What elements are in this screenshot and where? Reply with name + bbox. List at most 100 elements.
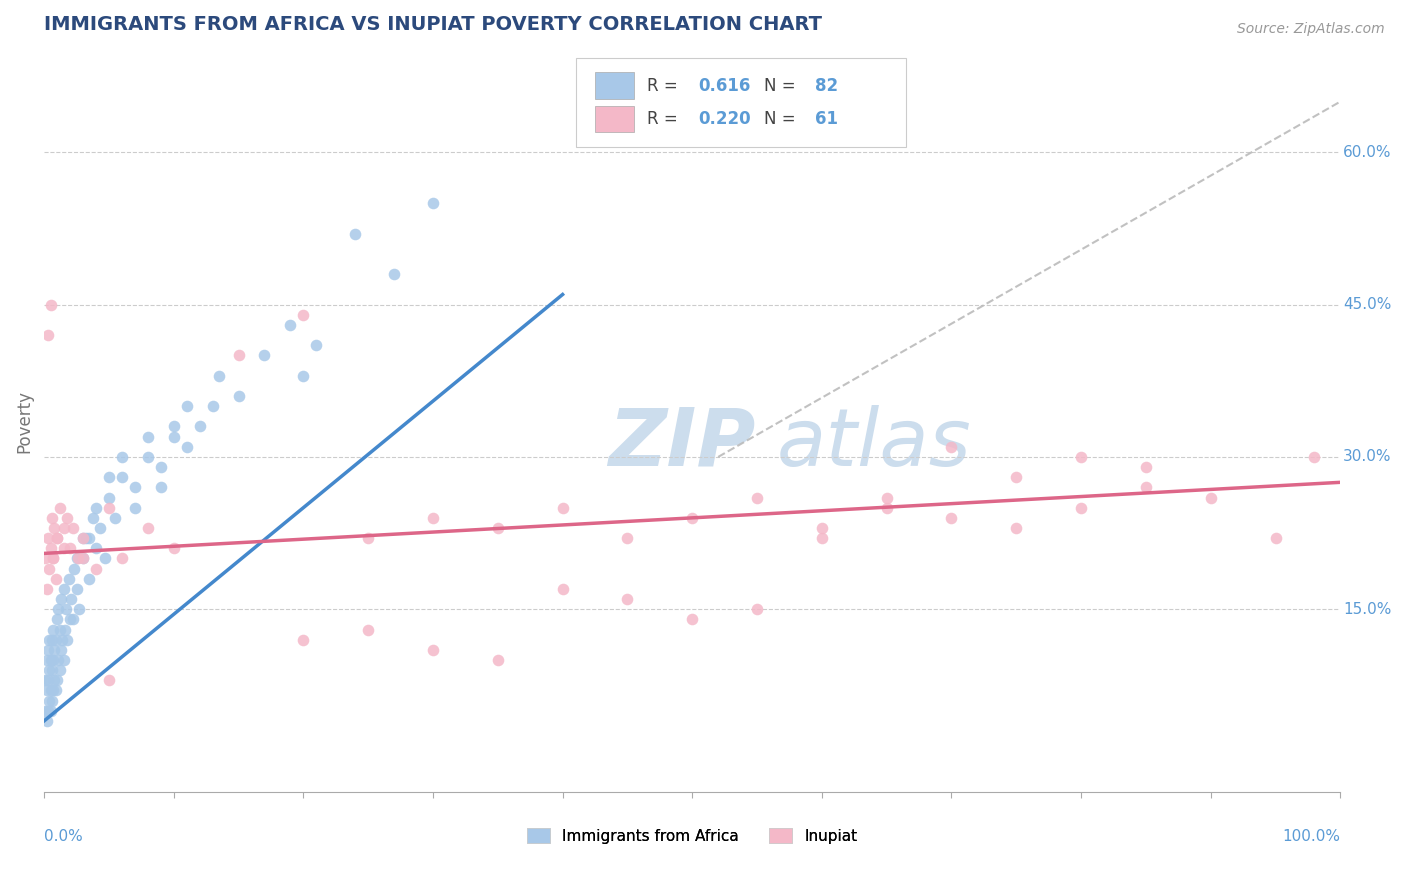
Point [84,541,107,556]
Text: 100.0%: 100.0% [1282,829,1340,844]
Point [163,419,186,434]
Point [84,561,107,575]
Legend: Immigrants from Africa, Inupiat: Immigrants from Africa, Inupiat [527,828,858,844]
Text: 82: 82 [815,77,838,95]
Point [97,500,120,515]
Point [97,673,120,688]
FancyBboxPatch shape [575,58,905,147]
Point [49,592,72,607]
Point [876,500,898,515]
Point [35,653,58,667]
Text: Source: ZipAtlas.com: Source: ZipAtlas.com [1237,22,1385,37]
Point [72,531,94,545]
Point [1135,480,1157,494]
Point [39,298,62,312]
Point [46,531,69,545]
Point [124,480,146,494]
Point [551,500,574,515]
Point [163,541,186,556]
Point [124,500,146,515]
Point [149,460,172,475]
Point [422,196,444,211]
Point [46,531,69,545]
Point [37,704,59,718]
Text: R =: R = [647,77,683,95]
Point [292,368,315,383]
Point [45,683,67,698]
Text: 61: 61 [815,110,838,128]
FancyBboxPatch shape [595,72,634,99]
Point [745,491,768,505]
Text: 0.0%: 0.0% [44,829,83,844]
Point [1070,450,1092,464]
Text: 15.0%: 15.0% [1343,602,1392,616]
Point [42,551,65,566]
Point [111,470,134,484]
Point [149,480,172,494]
Point [72,551,94,566]
Text: 30.0%: 30.0% [1343,450,1392,465]
FancyBboxPatch shape [595,105,634,132]
Point [292,308,315,322]
Point [55,602,77,616]
Point [188,419,211,434]
Point [104,511,127,525]
Point [34,551,56,566]
Point [41,693,63,707]
Point [344,227,367,241]
Point [48,602,70,616]
Point [56,632,79,647]
Point [63,561,86,575]
Point [745,602,768,616]
Point [39,683,62,698]
Point [1135,460,1157,475]
Point [41,663,63,677]
Point [38,561,60,575]
Point [49,643,72,657]
Point [136,521,159,535]
Point [876,491,898,505]
Point [59,541,82,556]
Point [201,399,224,413]
Point [41,632,63,647]
Point [39,541,62,556]
Point [46,612,69,626]
Point [136,430,159,444]
Point [422,511,444,525]
Text: N =: N = [763,110,800,128]
Point [62,521,84,535]
Point [111,450,134,464]
Point [35,714,58,728]
Point [37,328,59,343]
Point [59,612,82,626]
Point [44,643,66,657]
Point [56,511,79,525]
Point [38,663,60,677]
Point [52,582,75,596]
Point [681,511,703,525]
Point [176,399,198,413]
Point [46,673,69,688]
Point [42,623,65,637]
Point [1070,500,1092,515]
Point [1005,521,1028,535]
Point [486,653,509,667]
Text: atlas: atlas [776,405,972,483]
Text: 60.0%: 60.0% [1343,145,1392,160]
Point [253,348,276,362]
Point [163,430,186,444]
Point [52,521,75,535]
Text: 0.220: 0.220 [699,110,751,128]
Point [941,511,963,525]
Point [681,612,703,626]
Point [1303,450,1326,464]
Point [42,653,65,667]
Point [51,632,73,647]
Point [65,582,87,596]
Text: 45.0%: 45.0% [1343,297,1392,312]
Point [72,531,94,545]
Point [34,704,56,718]
Point [45,572,67,586]
Point [811,521,834,535]
Point [89,521,111,535]
